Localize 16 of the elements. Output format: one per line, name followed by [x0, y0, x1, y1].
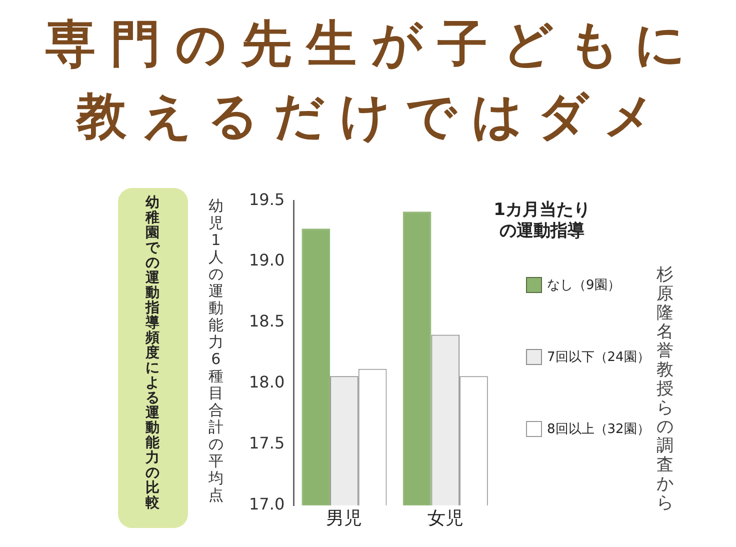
text: 幼稚園での運動指導頻度による運動能力の比較 [145, 195, 160, 511]
chart-title: 専門の先生が子どもに教えるだけではダメ [44, 14, 702, 147]
text: 杉原隆名誉教授らの調査から [656, 265, 674, 513]
text: 幼児1人の運動能力6種目合計の平均点 [208, 197, 224, 504]
y-tick-label: 18.5 [249, 312, 285, 331]
y-tick-label: 17.0 [249, 494, 285, 514]
x-tick-label: 女児 [427, 508, 464, 529]
legend-title: 1カ月当たりの運動指導 [492, 200, 592, 242]
legend-label: なし（9園） [547, 277, 620, 294]
y-tick-label: 19.5 [249, 190, 285, 209]
x-tick-label: 男児 [326, 508, 362, 529]
legend-label: 7回以下（24園） [547, 349, 650, 366]
y-tick-label: 19.0 [249, 250, 285, 270]
text: 8回以上（32園） [547, 421, 650, 438]
y-tick-label: 18.0 [249, 372, 285, 392]
y-tick-label: 17.5 [249, 434, 285, 453]
